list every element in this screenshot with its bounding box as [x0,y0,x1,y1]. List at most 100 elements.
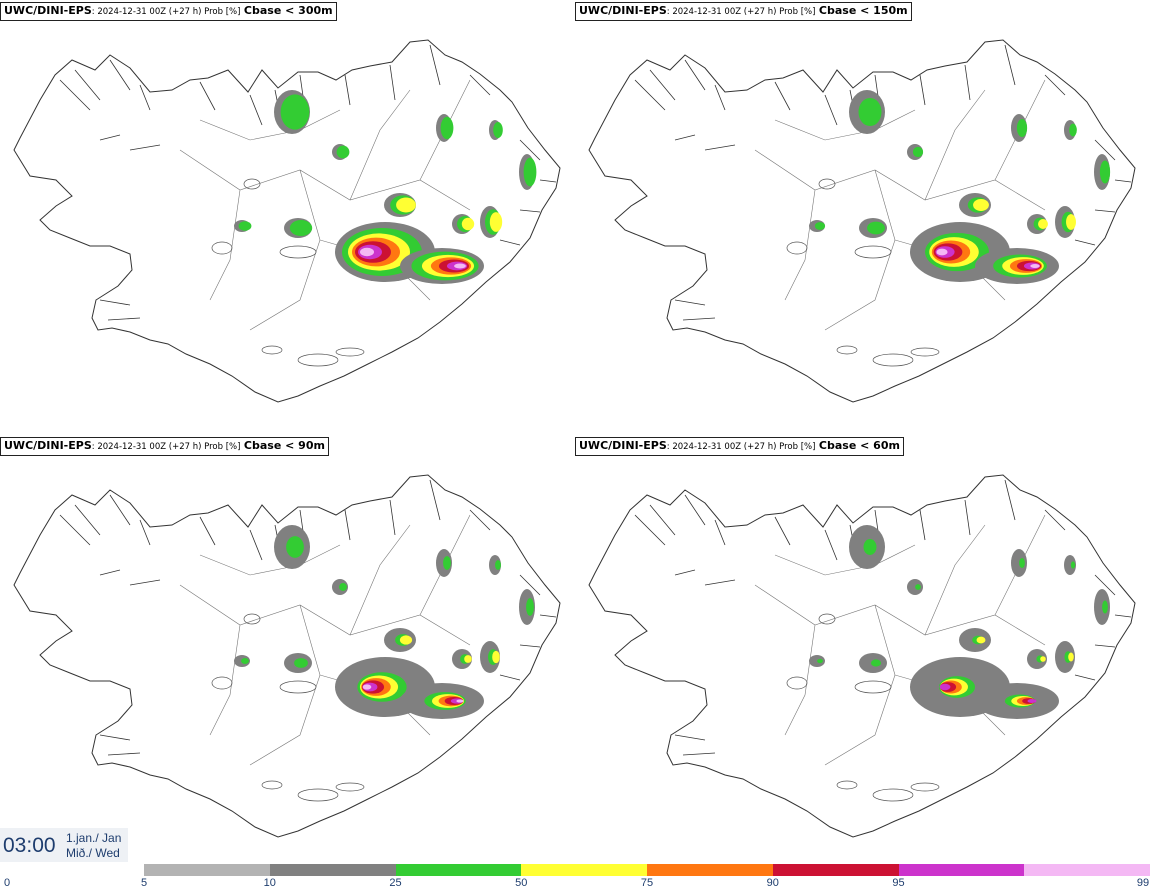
lake [818,613,836,625]
probability-contour [443,556,451,570]
lake [297,788,339,802]
legend-swatch [269,864,396,876]
probability-contour [1064,555,1076,575]
lake [872,353,914,367]
probability-contour [1038,219,1048,229]
probability-contour [339,583,347,591]
probability-contour [362,684,372,690]
probability-contour [440,116,454,140]
probability-contour [1066,214,1076,230]
probability-contour [1069,123,1077,137]
lake [279,245,317,259]
probability-contour [863,539,877,555]
probability-contour [495,560,501,570]
lake [335,782,365,792]
valid-time-box: 03:00 1.jan./ Jan Mið./ Wed [0,828,128,862]
color-legend-bar [144,864,1150,876]
probability-contour [814,222,826,230]
probability-contour [360,247,374,257]
probability-contour [1030,263,1040,269]
lake [786,241,808,255]
lake [854,245,892,259]
probability-contour [489,555,501,575]
probability-contour [973,199,989,211]
legend-tick-label: 5 [140,877,148,889]
legend-tick-label: 25 [389,877,402,889]
map-panel-1: UWC/DINI-EPS: 2024-12-31 00Z (+27 h) Pro… [0,0,575,436]
probability-contour [915,584,921,590]
iceland-probability-map [13,474,561,838]
probability-contour [907,579,923,595]
probability-contour [817,658,823,664]
lake [872,788,914,802]
probability-contour [461,217,475,231]
probability-contour [1011,549,1027,577]
probability-contour [280,94,310,130]
probability-contour [870,659,882,667]
lake [211,676,233,690]
legend-swatch [898,864,1025,876]
probability-contour [1068,652,1074,662]
probability-contour [493,122,503,138]
probability-contour [241,658,249,664]
coastline [588,474,1136,838]
lake [836,345,858,355]
legend-min-label: 0 [4,877,11,889]
probability-contour [1102,600,1108,614]
lake [836,780,858,790]
legend-swatch [1024,864,1150,876]
lake [297,353,339,367]
probability-contour [526,598,534,616]
probability-contour [456,699,464,703]
map-panel-4: UWC/DINI-EPS: 2024-12-31 00Z (+27 h) Pro… [575,435,1150,871]
legend-swatch [772,864,899,876]
probability-contour [492,650,500,664]
probability-contour [399,635,413,645]
panel-title: UWC/DINI-EPS: 2024-12-31 00Z (+27 h) Pro… [575,2,912,21]
legend-swatch [647,864,773,876]
probability-contour [454,263,466,269]
probability-contour [939,683,951,691]
probability-contour [286,536,304,558]
panel-title: UWC/DINI-EPS: 2024-12-31 00Z (+27 h) Pro… [0,437,329,456]
probability-contour [523,157,537,187]
probability-contour [912,146,924,158]
map-panel-2: UWC/DINI-EPS: 2024-12-31 00Z (+27 h) Pro… [575,0,1150,436]
coastline [588,39,1136,403]
lake [243,178,261,190]
iceland-probability-map [588,39,1136,403]
valid-time: 03:00 [3,834,56,857]
lake [261,345,283,355]
legend-tick-label: 95 [892,877,905,889]
lake [211,241,233,255]
probability-contour [289,220,313,236]
probability-contour [294,658,308,668]
legend-swatch [395,864,522,876]
probability-contour [1099,160,1111,184]
probability-contour [867,221,885,235]
probability-contour [464,655,472,663]
legend-swatch [144,864,270,876]
probability-contour [489,212,503,232]
legend-swatch [521,864,647,876]
probability-contour [336,145,350,159]
lake [786,676,808,690]
map-panel-3: UWC/DINI-EPS: 2024-12-31 00Z (+27 h) Pro… [0,435,575,871]
probability-contour [1040,656,1046,662]
lake [261,780,283,790]
lake [335,347,365,357]
probability-contour [1070,561,1076,569]
valid-date: 1.jan./ Jan [66,831,122,845]
legend-tick-label: 99 [1136,877,1150,889]
panel-title: UWC/DINI-EPS: 2024-12-31 00Z (+27 h) Pro… [0,2,337,21]
probability-contour [238,221,252,231]
legend-tick-label: 10 [263,877,276,889]
legend-tick-label: 50 [515,877,528,889]
probability-contour [1019,557,1025,569]
panel-title: UWC/DINI-EPS: 2024-12-31 00Z (+27 h) Pro… [575,437,904,456]
color-legend-ticks: 0 5 10 25 50 75 90 95 99 [0,877,1150,891]
lake [854,680,892,694]
probability-contour [1094,589,1110,625]
iceland-probability-map [13,39,561,403]
probability-contour [1027,699,1037,703]
